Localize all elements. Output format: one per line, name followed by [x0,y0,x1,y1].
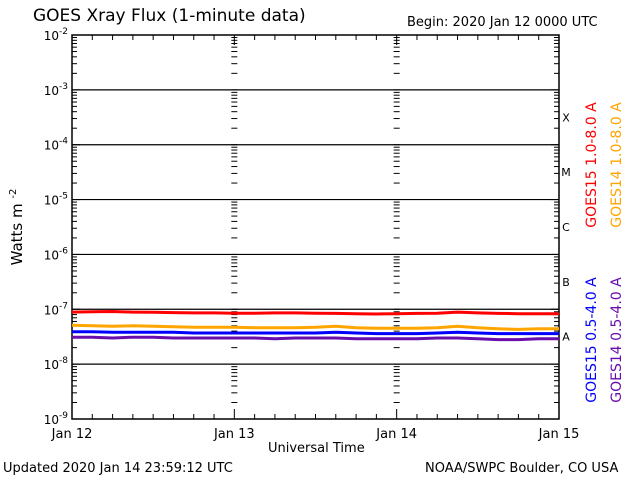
flare-class-label: X [562,111,570,124]
series-line-goes15-1-0-8-0-a [71,309,559,316]
flare-class-label: B [562,276,570,289]
flare-class-label: M [561,166,571,179]
legend-entry: GOES15 1.0-8.0 A [584,102,600,228]
y-tick-label: 10-8 [44,356,69,372]
y-tick-label: 10-3 [44,82,68,98]
begin-label: Begin: 2020 Jan 12 0000 UTC [407,15,598,30]
series-line-goes14-0-5-4-0-a [72,335,559,342]
y-tick-label: 10-7 [44,301,68,317]
y-axis-label: Watts m -2 [8,189,26,266]
x-tick-label: Jan 14 [375,427,417,442]
legend-entry: GOES14 0.5-4.0 A [609,277,625,403]
x-tick-label: Jan 13 [213,427,255,442]
x-axis-label: Universal Time [268,441,365,456]
flare-class-label: C [562,221,570,234]
chart-title: GOES Xray Flux (1-minute data) [33,6,306,26]
x-tick-label: Jan 15 [538,427,580,442]
plot-frame [71,34,560,420]
series-line-goes14-1-0-8-0-a [71,323,559,331]
footer-credit: NOAA/SWPC Boulder, CO USA [425,461,619,476]
y-tick-label: 10-9 [44,411,69,427]
footer-updated: Updated 2020 Jan 14 23:59:12 UTC [3,461,233,476]
x-tick-label: Jan 12 [51,427,93,442]
series-line-goes15-0-5-4-0-a [72,330,559,336]
y-tick-label: 10-4 [44,137,69,153]
legend-entry: GOES15 0.5-4.0 A [584,277,600,403]
y-tick-label: 10-6 [44,246,69,262]
y-tick-label: 10-2 [44,27,68,43]
y-tick-label: 10-5 [44,192,68,208]
flare-class-label: A [562,331,570,344]
legend-entry: GOES14 1.0-8.0 A [609,102,625,228]
